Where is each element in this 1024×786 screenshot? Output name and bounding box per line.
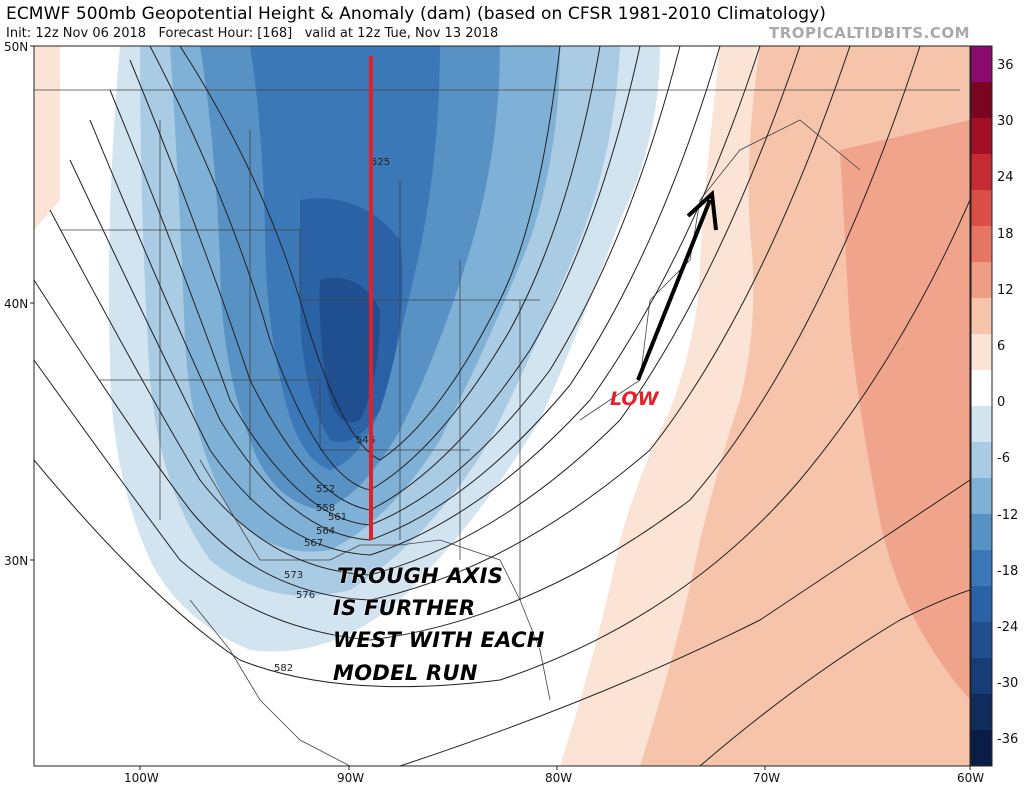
colorbar bbox=[970, 45, 993, 767]
contour-label-564: 564 bbox=[316, 526, 335, 537]
state-borders bbox=[34, 89, 960, 766]
colorbar-label: -6 bbox=[997, 451, 1010, 467]
negative-anomaly-core bbox=[319, 278, 380, 423]
map-title: ECMWF 500mb Geopotential Height & Anomal… bbox=[6, 4, 827, 24]
colorbar-swatch bbox=[971, 226, 992, 263]
colorbar-swatch bbox=[971, 298, 992, 335]
colorbar-swatch bbox=[971, 730, 992, 767]
lat-label-30n: 30N bbox=[4, 554, 29, 568]
colorbar-swatch bbox=[971, 694, 992, 731]
colorbar-swatch bbox=[971, 334, 992, 371]
brand-watermark: TROPICALTIDBITS.COM bbox=[769, 24, 970, 42]
colorbar-swatch bbox=[971, 622, 992, 659]
colorbar-label: 18 bbox=[997, 226, 1014, 242]
arrow-icon bbox=[636, 189, 718, 381]
colorbar-label: 24 bbox=[997, 170, 1014, 186]
axis-ticks bbox=[30, 45, 971, 770]
contour-label-558: 558 bbox=[316, 503, 335, 514]
colorbar-swatch bbox=[971, 658, 992, 695]
lon-label-100w: 100W bbox=[124, 771, 159, 785]
valid-time: valid at 12z Tue, Nov 13 2018 bbox=[304, 26, 499, 41]
colorbar-swatch bbox=[971, 190, 992, 227]
colorbar-swatch bbox=[971, 262, 992, 299]
lon-label-60w: 60W bbox=[957, 771, 985, 785]
colorbar-label: -24 bbox=[997, 620, 1019, 635]
colorbar-label: 6 bbox=[997, 339, 1006, 354]
colorbar-label: 30 bbox=[997, 114, 1014, 130]
contour-label-552: 552 bbox=[316, 484, 335, 495]
init-time: 12z Nov 06 2018 bbox=[35, 26, 147, 41]
colorbar-swatch bbox=[971, 82, 992, 119]
trough-annotation-line-4: MODEL RUN bbox=[333, 661, 478, 685]
colorbar-swatch bbox=[971, 550, 992, 587]
colorbar-label: -18 bbox=[997, 563, 1019, 579]
contour-label-group: 525 546 552 558 561 564 567 573 576 582 bbox=[274, 157, 390, 674]
trough-annotation-line-3: WEST WITH EACH bbox=[333, 628, 545, 652]
map-subtitle: Init: 12z Nov 06 2018 Forecast Hour: [16… bbox=[6, 26, 498, 41]
lon-label-90w: 90W bbox=[337, 771, 365, 785]
init-label: Init: bbox=[6, 26, 32, 41]
contour-label-576: 576 bbox=[296, 590, 315, 601]
colorbar-label: -36 bbox=[997, 732, 1019, 748]
low-annotation: LOW bbox=[610, 388, 659, 410]
colorbar-swatch bbox=[971, 514, 992, 551]
map-frame bbox=[33, 45, 971, 767]
trough-annotation-line-1: TROUGH AXIS bbox=[337, 564, 504, 588]
lon-label-80w: 80W bbox=[545, 771, 573, 785]
colorbar-swatch bbox=[971, 46, 992, 83]
contour-label-567: 567 bbox=[304, 538, 323, 549]
forecast-label: Forecast Hour: bbox=[158, 26, 254, 41]
contour-label-546: 546 bbox=[356, 435, 375, 446]
colorbar-swatch bbox=[971, 154, 992, 191]
contour-label-573: 573 bbox=[284, 570, 303, 581]
colorbar-swatch bbox=[971, 586, 992, 623]
colorbar-frame bbox=[970, 45, 993, 767]
forecast-hour: [168] bbox=[257, 26, 293, 41]
colorbar-swatch bbox=[971, 370, 992, 407]
contour-label-525: 525 bbox=[371, 157, 390, 168]
colorbar-label: 0 bbox=[997, 395, 1006, 411]
lon-label-70w: 70W bbox=[753, 771, 781, 785]
colorbar-swatch bbox=[971, 118, 992, 155]
colorbar-label: -12 bbox=[997, 507, 1019, 523]
positive-anomaly-deep bbox=[840, 120, 970, 700]
contour-label-561: 561 bbox=[328, 512, 347, 523]
colorbar-label: -30 bbox=[997, 676, 1019, 692]
colorbar-swatch bbox=[971, 478, 992, 515]
lat-label-50n: 50N bbox=[4, 40, 29, 54]
height-contours bbox=[34, 46, 970, 766]
colorbar-label: 36 bbox=[997, 58, 1014, 73]
trough-annotation-line-2: IS FURTHER bbox=[333, 596, 476, 620]
lat-label-40n: 40N bbox=[4, 297, 29, 311]
contour-label-582: 582 bbox=[274, 663, 293, 674]
colorbar-label: 12 bbox=[997, 282, 1014, 298]
positive-anomaly-west bbox=[34, 46, 60, 230]
colorbar-swatch bbox=[971, 406, 992, 443]
colorbar-swatch bbox=[971, 442, 992, 479]
